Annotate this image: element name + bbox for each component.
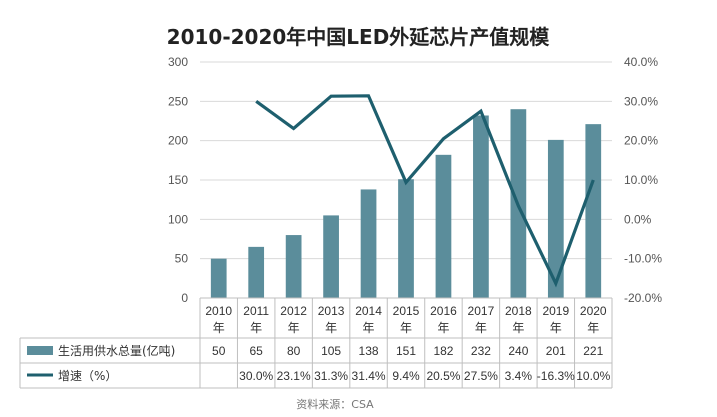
left-tick-label: 250 bbox=[168, 94, 188, 108]
bar-series bbox=[210, 109, 602, 298]
category-label: 年 bbox=[250, 321, 262, 335]
left-tick-label: 150 bbox=[168, 173, 188, 187]
right-tick-label: -10.0% bbox=[624, 252, 662, 266]
line-data-label: 23.1% bbox=[277, 369, 311, 383]
left-axis: 0 50 100 150 200 250 300 bbox=[168, 55, 188, 305]
bar-data-label: 50 bbox=[212, 344, 226, 358]
category-label: 2018 bbox=[505, 304, 532, 318]
bar bbox=[210, 258, 227, 298]
category-label: 年 bbox=[288, 321, 300, 335]
line-data-label: 31.3% bbox=[314, 369, 348, 383]
category-label: 2019 bbox=[542, 304, 569, 318]
category-label: 年 bbox=[587, 321, 599, 335]
bar bbox=[547, 139, 564, 298]
line-data-label: 10.0% bbox=[576, 369, 610, 383]
line-data-label: 20.5% bbox=[426, 369, 460, 383]
right-tick-label: -20.0% bbox=[624, 291, 662, 305]
category-label: 年 bbox=[363, 321, 375, 335]
bar-data-label: 138 bbox=[359, 344, 379, 358]
bar-data-label: 240 bbox=[508, 344, 528, 358]
legend-label-line: 增速（%） bbox=[58, 369, 117, 383]
right-tick-label: 0.0% bbox=[624, 212, 652, 226]
bar bbox=[435, 154, 452, 298]
bar-data-label: 182 bbox=[433, 344, 453, 358]
line-data-label: -16.3% bbox=[537, 369, 575, 383]
right-tick-label: 40.0% bbox=[624, 55, 658, 69]
line-data-label: 31.4% bbox=[352, 369, 386, 383]
bar-data-label: 80 bbox=[287, 344, 301, 358]
data-table: 2010 年 2011 年 2012 年 2013 年 2014 年 2015 年 2016 年 2017 年… bbox=[19, 297, 613, 389]
legend-swatch-bar bbox=[27, 346, 53, 355]
line-data-label: 30.0% bbox=[239, 369, 273, 383]
bar bbox=[585, 124, 602, 298]
bar bbox=[473, 115, 489, 298]
right-axis: -20.0% -10.0% 0.0% 10.0% 20.0% 30.0% 40.0% bbox=[624, 55, 662, 305]
bar-data-label: 151 bbox=[396, 344, 416, 358]
category-label: 2011 bbox=[243, 304, 269, 318]
legend-label-bar: 生活用供水总量(亿吨) bbox=[58, 343, 175, 358]
bar-data-label: 232 bbox=[471, 344, 491, 358]
bar-data-label: 201 bbox=[546, 344, 566, 358]
right-tick-label: 10.0% bbox=[624, 173, 658, 187]
bar-data-label: 105 bbox=[321, 344, 341, 358]
bar bbox=[360, 189, 377, 298]
category-label: 年 bbox=[325, 321, 337, 335]
left-tick-label: 300 bbox=[168, 55, 188, 69]
left-tick-label: 100 bbox=[168, 212, 188, 226]
line-data-label: 3.4% bbox=[505, 369, 533, 383]
source-note: 资料来源：CSA bbox=[296, 397, 374, 411]
category-label: 2020 bbox=[580, 304, 607, 318]
category-label: 年 bbox=[437, 321, 449, 335]
chart-title: 2010-2020年中国LED外延芯片产值规模 bbox=[167, 25, 551, 49]
bar-data-label: 65 bbox=[250, 344, 264, 358]
category-label: 2012 bbox=[280, 304, 307, 318]
bar bbox=[248, 246, 265, 298]
right-tick-label: 30.0% bbox=[624, 94, 658, 108]
line-series bbox=[255, 94, 595, 288]
category-label: 2010 bbox=[205, 304, 232, 318]
category-label: 年 bbox=[475, 321, 487, 335]
category-label: 2013 bbox=[318, 304, 345, 318]
category-label: 2016 bbox=[430, 304, 457, 318]
category-label: 年 bbox=[400, 321, 412, 335]
line-data-label: 9.4% bbox=[392, 369, 420, 383]
category-label: 2015 bbox=[393, 304, 420, 318]
growth-line bbox=[255, 94, 595, 288]
bar-data-label: 221 bbox=[583, 344, 603, 358]
category-label: 年 bbox=[550, 321, 562, 335]
category-label: 年 bbox=[512, 321, 524, 335]
left-tick-label: 0 bbox=[181, 291, 188, 305]
right-tick-label: 20.0% bbox=[624, 134, 658, 148]
category-label: 年 bbox=[213, 321, 225, 335]
category-label: 2014 bbox=[355, 304, 382, 318]
left-tick-label: 50 bbox=[175, 252, 189, 266]
left-tick-label: 200 bbox=[168, 134, 188, 148]
category-label: 2017 bbox=[468, 304, 495, 318]
bar bbox=[323, 215, 339, 298]
bar bbox=[398, 179, 414, 298]
line-data-label: 27.5% bbox=[464, 369, 498, 383]
bar bbox=[285, 235, 302, 298]
